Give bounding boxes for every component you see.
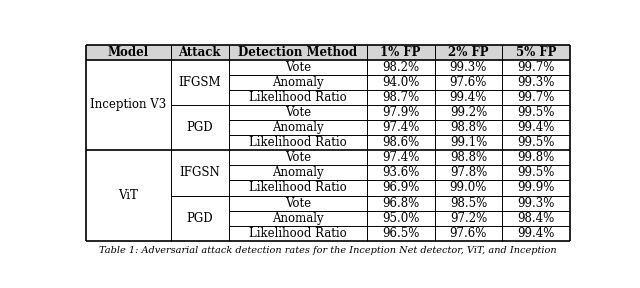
- Text: 1% FP: 1% FP: [380, 46, 421, 58]
- Text: PGD: PGD: [186, 121, 213, 134]
- Text: 99.4%: 99.4%: [518, 227, 555, 240]
- Text: 98.8%: 98.8%: [450, 121, 487, 134]
- Text: 2% FP: 2% FP: [448, 46, 488, 58]
- Bar: [86, 45, 570, 60]
- Text: 99.8%: 99.8%: [518, 151, 555, 164]
- Text: 97.8%: 97.8%: [450, 166, 487, 179]
- Text: Anomaly: Anomaly: [272, 121, 324, 134]
- Text: 99.3%: 99.3%: [450, 61, 487, 74]
- Text: Anomaly: Anomaly: [272, 212, 324, 225]
- Text: 98.4%: 98.4%: [518, 212, 555, 225]
- Text: Inception V3: Inception V3: [90, 98, 166, 111]
- Text: Vote: Vote: [285, 61, 311, 74]
- Text: 99.9%: 99.9%: [518, 181, 555, 194]
- Text: 97.4%: 97.4%: [382, 151, 419, 164]
- Text: 97.4%: 97.4%: [382, 121, 419, 134]
- Text: Anomaly: Anomaly: [272, 76, 324, 89]
- Text: Table 1: Adversarial attack detection rates for the Inception Net detector, ViT,: Table 1: Adversarial attack detection ra…: [99, 246, 557, 255]
- Text: Model: Model: [108, 46, 149, 58]
- Text: 99.1%: 99.1%: [450, 136, 487, 149]
- Text: 99.5%: 99.5%: [518, 106, 555, 119]
- Text: 99.7%: 99.7%: [518, 61, 555, 74]
- Text: Anomaly: Anomaly: [272, 166, 324, 179]
- Text: Likelihood Ratio: Likelihood Ratio: [249, 91, 347, 104]
- Text: 5% FP: 5% FP: [516, 46, 556, 58]
- Text: ViT: ViT: [118, 189, 138, 202]
- Text: Vote: Vote: [285, 151, 311, 164]
- Text: IFGSN: IFGSN: [179, 166, 220, 179]
- Text: Vote: Vote: [285, 196, 311, 210]
- Text: 97.6%: 97.6%: [450, 76, 487, 89]
- Text: 96.5%: 96.5%: [382, 227, 419, 240]
- Text: 99.0%: 99.0%: [450, 181, 487, 194]
- Text: 99.4%: 99.4%: [450, 91, 487, 104]
- Text: Likelihood Ratio: Likelihood Ratio: [249, 227, 347, 240]
- Text: 99.2%: 99.2%: [450, 106, 487, 119]
- Text: 99.3%: 99.3%: [518, 76, 555, 89]
- Text: Detection Method: Detection Method: [238, 46, 357, 58]
- Text: 99.3%: 99.3%: [518, 196, 555, 210]
- Text: 98.2%: 98.2%: [382, 61, 419, 74]
- Text: Likelihood Ratio: Likelihood Ratio: [249, 181, 347, 194]
- Text: 99.7%: 99.7%: [518, 91, 555, 104]
- Text: 96.8%: 96.8%: [382, 196, 419, 210]
- Text: 98.5%: 98.5%: [450, 196, 487, 210]
- Text: 95.0%: 95.0%: [382, 212, 419, 225]
- Text: 97.6%: 97.6%: [450, 227, 487, 240]
- Text: 93.6%: 93.6%: [382, 166, 419, 179]
- Text: 99.5%: 99.5%: [518, 166, 555, 179]
- Text: 96.9%: 96.9%: [382, 181, 419, 194]
- Text: 98.7%: 98.7%: [382, 91, 419, 104]
- Text: 99.4%: 99.4%: [518, 121, 555, 134]
- Text: IFGSM: IFGSM: [179, 76, 221, 89]
- Text: Likelihood Ratio: Likelihood Ratio: [249, 136, 347, 149]
- Text: 99.5%: 99.5%: [518, 136, 555, 149]
- Text: Attack: Attack: [179, 46, 221, 58]
- Text: 94.0%: 94.0%: [382, 76, 419, 89]
- Text: 98.6%: 98.6%: [382, 136, 419, 149]
- Text: Vote: Vote: [285, 106, 311, 119]
- Text: 97.2%: 97.2%: [450, 212, 487, 225]
- Text: 98.8%: 98.8%: [450, 151, 487, 164]
- Text: 97.9%: 97.9%: [382, 106, 419, 119]
- Text: PGD: PGD: [186, 212, 213, 225]
